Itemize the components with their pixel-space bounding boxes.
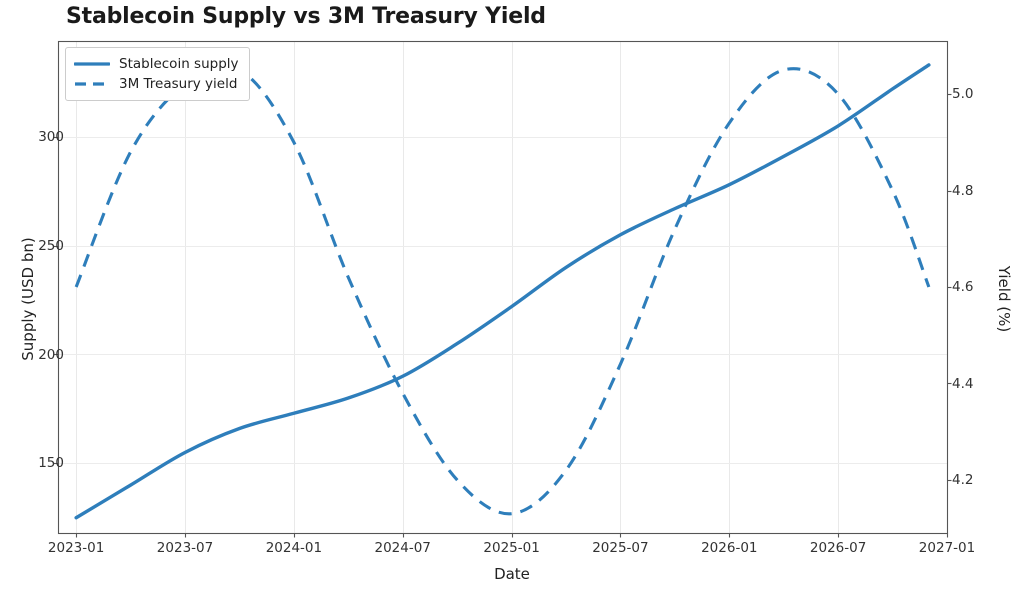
y-tick-label-left: 200: [38, 346, 64, 363]
legend-swatch-dashed-line-icon: [75, 82, 109, 86]
y-tick-label-right: 4.4: [952, 375, 974, 392]
x-tick-label: 2026-01: [701, 540, 758, 556]
x-tick-label: 2023-07: [156, 540, 214, 556]
y-tick-label-right: 4.8: [952, 182, 974, 199]
y-axis-label-left: Supply (USD bn): [19, 237, 37, 361]
legend-item-stablecoin-supply: Stablecoin supply: [74, 54, 239, 74]
x-tick-label: 2025-07: [592, 540, 649, 556]
series-line-stablecoin-supply: [74, 63, 931, 520]
y-tick-label-left: 150: [38, 455, 64, 472]
series-line-treasury-yield: [74, 64, 931, 516]
x-tick-label: 2024-07: [374, 540, 431, 556]
tick-marks: [53, 93, 952, 538]
legend-item-treasury-yield: 3M Treasury yield: [74, 74, 239, 94]
gridlines: [58, 41, 947, 533]
x-tick-label: 2026-07: [809, 540, 867, 556]
plot-frame: [57, 40, 949, 535]
y-axis-label-right: Yield (%): [995, 265, 1013, 333]
x-tick-label: 2024-01: [265, 540, 323, 556]
y-tick-label-left: 300: [38, 128, 64, 145]
y-tick-label-right: 5.0: [952, 86, 974, 103]
chart-title: Stablecoin Supply vs 3M Treasury Yield: [66, 4, 546, 29]
x-tick-label: 2027-01: [918, 540, 976, 556]
x-tick-label: 2023-01: [47, 540, 105, 556]
x-axis-label: Date: [494, 565, 530, 583]
legend-swatch-solid-line-icon: [74, 62, 110, 66]
chart-legend: Stablecoin supply 3M Treasury yield: [65, 47, 250, 101]
legend-label: Stablecoin supply: [119, 56, 239, 72]
legend-label: 3M Treasury yield: [119, 76, 238, 92]
y-tick-label-left: 250: [38, 237, 64, 254]
y-tick-label-right: 4.2: [952, 471, 974, 488]
y-tick-label-right: 4.6: [952, 279, 974, 295]
x-tick-label: 2025-01: [483, 540, 540, 556]
